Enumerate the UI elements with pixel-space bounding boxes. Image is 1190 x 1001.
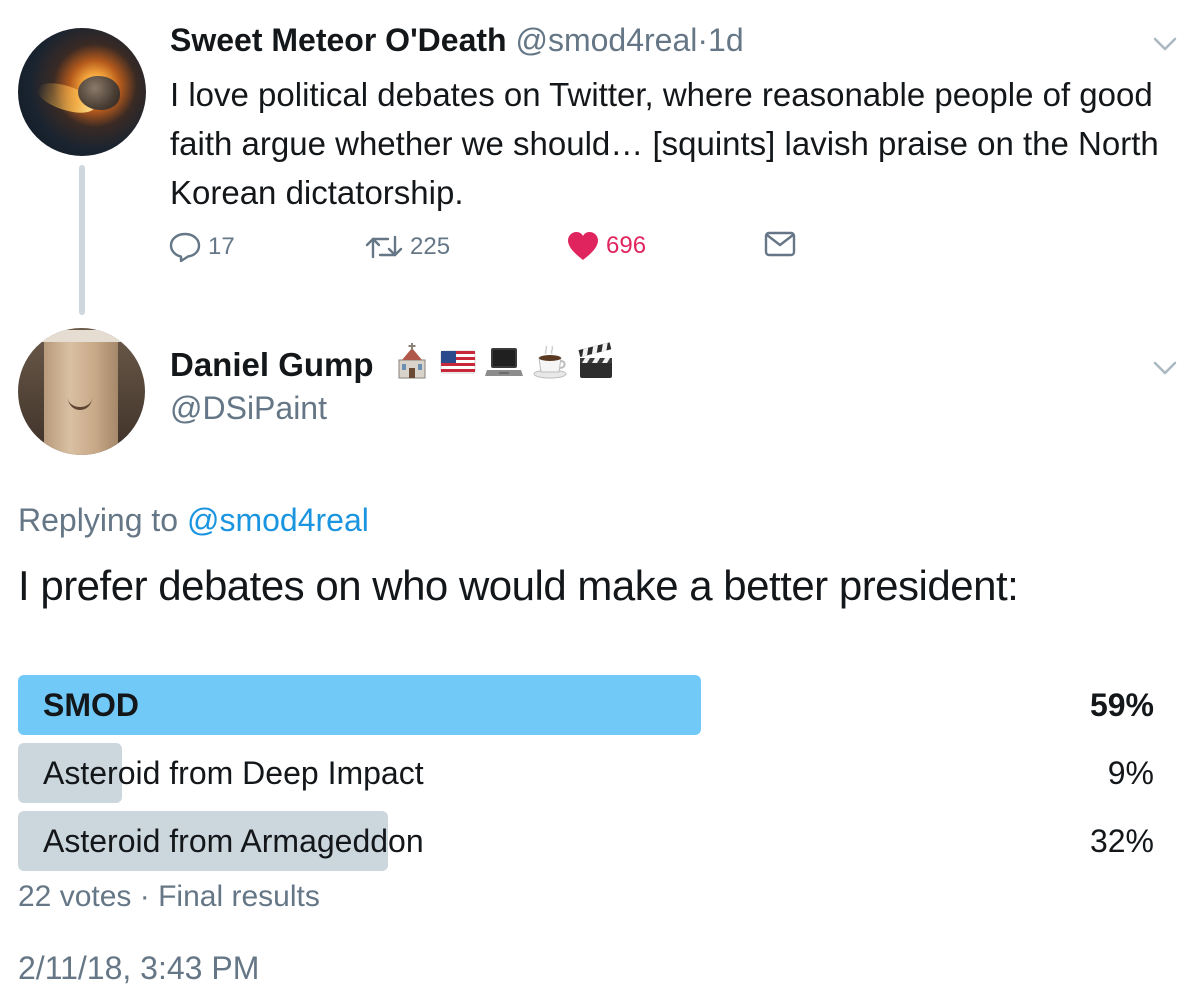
church-emoji	[398, 343, 426, 379]
poll-footer-separator: ·	[139, 880, 150, 913]
meta-separator: ·	[697, 22, 709, 58]
smod-avatar[interactable]	[18, 28, 146, 156]
poll-option: SMOD 59%	[18, 675, 1158, 735]
reply-author-handle[interactable]: @DSiPaint	[170, 390, 327, 426]
poll-option-label: SMOD	[43, 687, 139, 723]
poll-option-label: Asteroid from Armageddon	[43, 823, 424, 859]
replying-to-prefix: Replying to	[18, 502, 179, 538]
like-count: 696	[606, 232, 647, 259]
heart-icon	[568, 232, 598, 260]
direct-message-button[interactable]	[764, 230, 796, 258]
poll-option-bar	[18, 675, 701, 735]
author-emoji-row	[392, 342, 622, 382]
poll-option-percent: 59%	[1089, 687, 1154, 723]
parent-tweet-text: I love political debates on Twitter, whe…	[170, 76, 1159, 211]
daniel-gump-avatar[interactable]	[18, 328, 145, 455]
envelope-icon	[764, 231, 796, 257]
chevron-down-icon[interactable]	[1152, 360, 1178, 376]
poll-status: Final results	[158, 880, 320, 913]
poll-footer: 22 votes · Final results	[18, 880, 320, 914]
thread-connector-line	[79, 165, 85, 315]
coffee-emoji	[533, 345, 567, 379]
tweet-timestamp[interactable]: 2/11/18, 3:43 PM	[18, 950, 260, 986]
retweet-count: 225	[410, 233, 451, 260]
reply-tweet-text: I prefer debates on who would make a bet…	[18, 562, 1019, 609]
reply-count: 17	[208, 233, 235, 260]
laptop-emoji	[485, 348, 523, 376]
cup-smiley	[68, 398, 92, 410]
parent-tweet-actions: 17 225 696	[168, 230, 808, 270]
retweet-icon	[365, 235, 403, 259]
reply-icon	[169, 232, 201, 263]
us-flag-emoji	[440, 350, 476, 374]
reply-button[interactable]: 17	[168, 230, 235, 264]
parent-author-handle[interactable]: @smod4real	[515, 22, 698, 58]
poll-option-label: Asteroid from Deep Impact	[43, 755, 424, 791]
chevron-down-icon[interactable]	[1152, 36, 1178, 52]
iced-coffee-cup	[44, 334, 118, 455]
poll-option-bar	[18, 811, 389, 871]
meteor-rock	[78, 76, 120, 110]
replying-to-mention[interactable]: @smod4real	[186, 502, 369, 538]
poll-option-percent: 32%	[1089, 823, 1154, 859]
poll-option: Asteroid from Armageddon 32%	[18, 811, 1158, 871]
poll-option-percent: 9%	[1107, 755, 1154, 791]
parent-author-name[interactable]: Sweet Meteor O'Death	[170, 22, 507, 58]
clapper-board-emoji	[578, 342, 612, 378]
parent-tweet-header: Sweet Meteor O'Death @smod4real·1d	[170, 22, 744, 59]
poll-vote-count: 22 votes	[18, 880, 132, 913]
retweet-button[interactable]: 225	[364, 230, 450, 264]
poll-option: Asteroid from Deep Impact 9%	[18, 743, 1158, 803]
like-button[interactable]: 696	[566, 230, 646, 262]
reply-author-name[interactable]: Daniel Gump	[170, 346, 374, 383]
poll-option-bar	[18, 743, 123, 803]
parent-tweet-time[interactable]: 1d	[708, 22, 744, 58]
cup-lid	[36, 330, 126, 342]
replying-to-line: Replying to @smod4real	[18, 502, 369, 539]
